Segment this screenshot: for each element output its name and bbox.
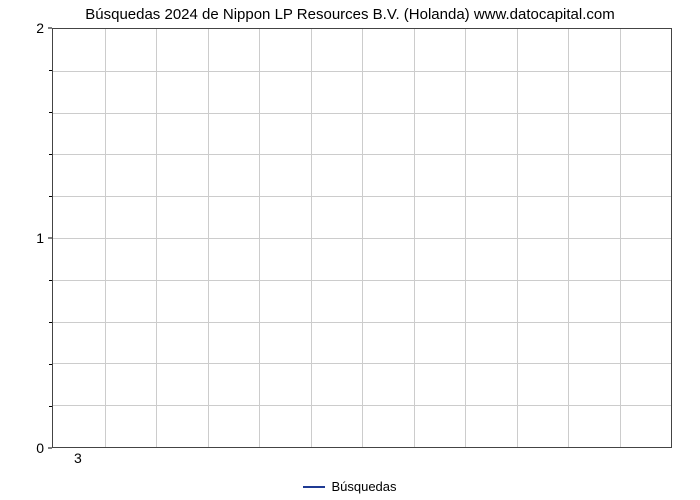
y-tick-mark	[48, 28, 52, 29]
gridline-horizontal	[53, 363, 671, 364]
plot-area	[52, 28, 672, 448]
y-tick-minor	[49, 322, 52, 323]
gridline-horizontal	[53, 196, 671, 197]
gridline-horizontal	[53, 154, 671, 155]
legend-label: Búsquedas	[331, 479, 396, 494]
gridline-horizontal	[53, 322, 671, 323]
y-tick-label: 2	[4, 20, 44, 36]
chart-title: Búsquedas 2024 de Nippon LP Resources B.…	[0, 6, 700, 23]
x-tick-label: 3	[74, 450, 82, 466]
legend: Búsquedas	[0, 478, 700, 494]
y-tick-minor	[49, 70, 52, 71]
gridline-horizontal	[53, 113, 671, 114]
y-tick-mark	[48, 448, 52, 449]
y-tick-minor	[49, 280, 52, 281]
y-tick-minor	[49, 406, 52, 407]
gridline-horizontal	[53, 405, 671, 406]
gridline-horizontal	[53, 238, 671, 239]
chart-container: Búsquedas 2024 de Nippon LP Resources B.…	[0, 0, 700, 500]
y-tick-minor	[49, 364, 52, 365]
gridline-horizontal	[53, 71, 671, 72]
y-tick-minor	[49, 196, 52, 197]
legend-swatch	[303, 486, 325, 488]
y-tick-label: 0	[4, 440, 44, 456]
y-tick-mark	[48, 238, 52, 239]
y-tick-minor	[49, 154, 52, 155]
y-tick-label: 1	[4, 230, 44, 246]
gridline-horizontal	[53, 280, 671, 281]
y-tick-minor	[49, 112, 52, 113]
